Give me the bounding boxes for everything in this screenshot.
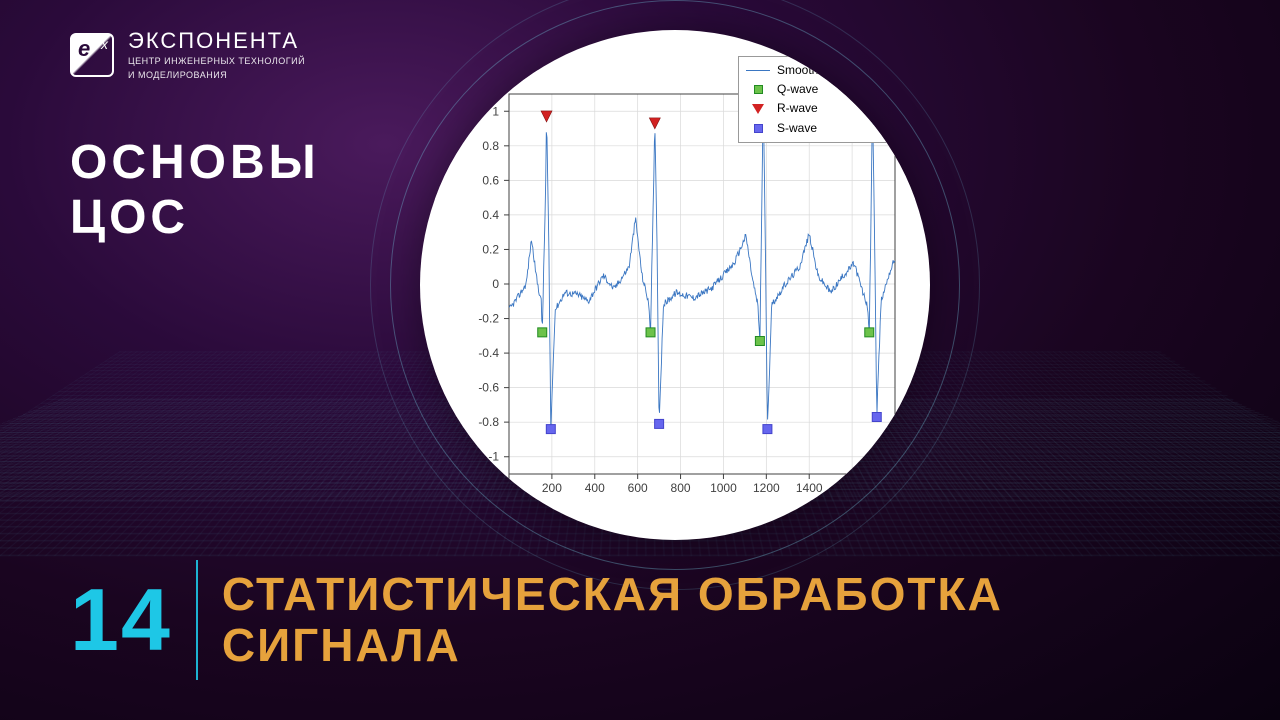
- ecg-chart: 0 200 400 600 800 1000 1200 1400 1600 1800 -1 -0.8 -…: [420, 30, 930, 540]
- legend-item: S-wave: [745, 119, 882, 138]
- svg-text:1400: 1400: [796, 481, 823, 495]
- section-title: ОСНОВЫ ЦОС: [70, 135, 320, 245]
- main-title-line2: СИГНАЛА: [222, 620, 1003, 671]
- svg-text:0: 0: [506, 481, 513, 495]
- main-title: СТАТИСТИЧЕСКАЯ ОБРАБОТКА СИГНАЛА: [222, 569, 1003, 670]
- svg-text:0.4: 0.4: [482, 208, 499, 222]
- svg-text:1: 1: [492, 104, 499, 118]
- svg-text:0.8: 0.8: [482, 139, 499, 153]
- svg-text:0.6: 0.6: [482, 173, 499, 187]
- main-title-line1: СТАТИСТИЧЕСКАЯ ОБРАБОТКА: [222, 569, 1003, 620]
- svg-text:1600: 1600: [839, 481, 866, 495]
- legend-item: R-wave: [745, 99, 882, 118]
- svg-text:-0.2: -0.2: [478, 312, 499, 326]
- svg-text:1800: 1800: [882, 481, 909, 495]
- logo-e: e: [78, 36, 108, 73]
- title-divider: [196, 560, 198, 680]
- svg-text:0.2: 0.2: [482, 242, 499, 256]
- legend-item: Smooth ECG signal: [745, 61, 882, 80]
- episode-number: 14: [70, 569, 172, 671]
- svg-text:800: 800: [671, 481, 691, 495]
- svg-text:-0.8: -0.8: [478, 415, 499, 429]
- svg-text:1000: 1000: [710, 481, 737, 495]
- svg-text:600: 600: [628, 481, 648, 495]
- svg-text:-0.4: -0.4: [478, 346, 499, 360]
- svg-text:-0.6: -0.6: [478, 381, 499, 395]
- section-line1: ОСНОВЫ: [70, 135, 320, 190]
- svg-text:1200: 1200: [753, 481, 780, 495]
- section-line2: ЦОС: [70, 190, 320, 245]
- logo-sub1: ЦЕНТР ИНЖЕНЕРНЫХ ТЕХНОЛОГИЙ: [128, 56, 305, 68]
- chart-legend: Smooth ECG signalQ-waveR-waveS-wave: [738, 56, 891, 143]
- logo: x e ЭКСПОНЕНТА ЦЕНТР ИНЖЕНЕРНЫХ ТЕХНОЛОГ…: [70, 28, 305, 81]
- svg-text:0: 0: [492, 277, 499, 291]
- logo-icon: x e: [70, 33, 114, 77]
- title-bar: 14 СТАТИСТИЧЕСКАЯ ОБРАБОТКА СИГНАЛА: [70, 560, 1220, 680]
- legend-item: Q-wave: [745, 80, 882, 99]
- svg-text:200: 200: [542, 481, 562, 495]
- svg-text:-1: -1: [488, 450, 499, 464]
- logo-brand: ЭКСПОНЕНТА: [128, 28, 305, 54]
- logo-text: ЭКСПОНЕНТА ЦЕНТР ИНЖЕНЕРНЫХ ТЕХНОЛОГИЙ И…: [128, 28, 305, 81]
- svg-text:400: 400: [585, 481, 605, 495]
- logo-sub2: И МОДЕЛИРОВАНИЯ: [128, 70, 305, 82]
